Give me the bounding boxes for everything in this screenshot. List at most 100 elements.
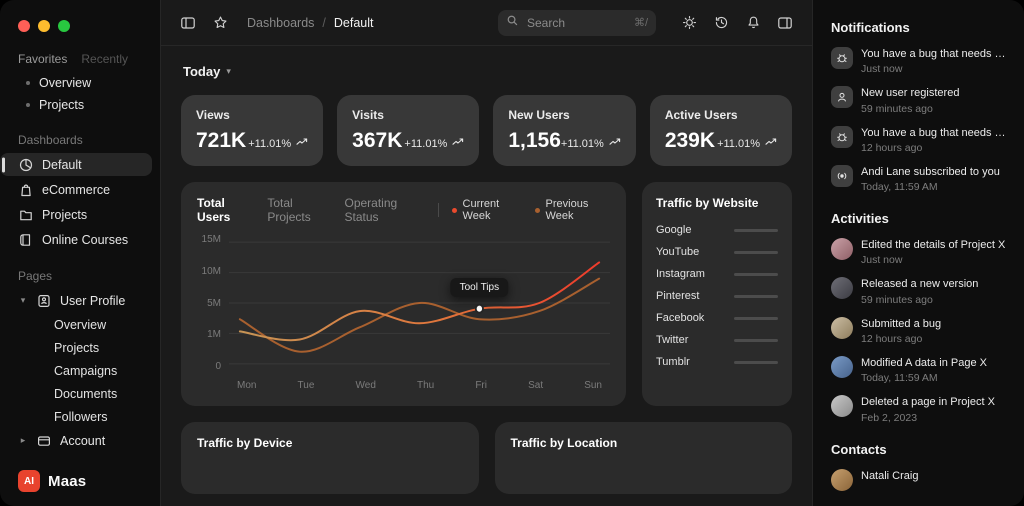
traffic-bar [734, 250, 778, 254]
sidebar-item-default[interactable]: Default [0, 153, 152, 176]
contacts-title: Contacts [831, 441, 887, 457]
sidebar-item-online-courses[interactable]: Online Courses [10, 228, 150, 251]
traffic-bar [734, 316, 778, 320]
card-title: Traffic by Website [656, 196, 759, 210]
bell-icon[interactable] [740, 10, 766, 36]
sidebar-item-projects[interactable]: Projects [10, 94, 150, 116]
sidebar-tabs: Favorites Recently [10, 48, 150, 72]
chart-header: Total Users Total Projects Operating Sta… [197, 196, 610, 224]
stat-value: 367K [352, 129, 403, 152]
notification-time: Just now [861, 63, 903, 76]
notification-item[interactable]: New user registered 59 minutes ago [827, 82, 1010, 118]
stat-card-visits[interactable]: Visits 367K +11.01% [337, 95, 480, 166]
website-row-pinterest[interactable]: Pinterest [656, 285, 778, 307]
activity-item[interactable]: Deleted a page in Project X Feb 2, 2023 [827, 391, 1010, 427]
tab-favorites[interactable]: Favorites [18, 52, 68, 66]
close-button[interactable] [18, 20, 30, 32]
history-button[interactable] [708, 10, 734, 36]
sidebar-subitem-overview[interactable]: Overview [54, 317, 107, 332]
legend-dot-icon [451, 207, 457, 213]
sidebar-subitem-campaigns[interactable]: Campaigns [54, 363, 118, 378]
stat-card-views[interactable]: Views 721K +11.01% [181, 95, 324, 166]
stats-row: Views 721K +11.01% Visits 367K +11.01% N… [181, 95, 792, 166]
logo-badge-icon: AI [18, 470, 40, 492]
main-header: Dashboards / Default ⌘/ [161, 0, 812, 46]
stat-value: 721K [196, 129, 247, 152]
website-row-google[interactable]: Google [656, 219, 778, 241]
sidebar-item-label: Projects [39, 98, 85, 112]
tab-total-projects[interactable]: Total Projects [267, 196, 311, 224]
trend-up-icon [609, 137, 621, 150]
traffic-by-website-card: Traffic by Website Google YouTube Instag… [642, 182, 792, 406]
app-logo[interactable]: AI Maas [10, 462, 150, 498]
breadcrumb-section[interactable]: Dashboards [247, 15, 315, 30]
notification-time: 12 hours ago [861, 141, 923, 154]
sidebar-item-ecommerce[interactable]: eCommerce [10, 178, 150, 201]
activity-item[interactable]: Modified A data in Page X Today, 11:59 A… [827, 352, 1010, 388]
current-week-line [240, 262, 599, 340]
line-chart-canvas[interactable]: Tool Tips [229, 232, 610, 374]
activity-item[interactable]: Edited the details of Project X Just now [827, 234, 1010, 270]
notification-text: New user registered [861, 87, 960, 100]
chevron-down-icon: ▾ [226, 66, 231, 76]
stat-delta: +11.01% [561, 137, 621, 153]
notification-item[interactable]: Andi Lane subscribed to you Today, 11:59… [827, 161, 1010, 197]
website-row-instagram[interactable]: Instagram [656, 263, 778, 285]
right-panel-toggle-button[interactable] [772, 10, 798, 36]
stat-card-new-users[interactable]: New Users 1,156 +11.01% [493, 95, 636, 166]
search-box[interactable]: ⌘/ [498, 9, 656, 36]
sidebar-item-label: Default [42, 157, 82, 172]
theme-toggle-button[interactable] [676, 10, 702, 36]
contact-name: Natali Craig [861, 469, 919, 482]
legend-previous-week: Previous Week [534, 198, 610, 222]
dashboard-body: Today ▾ Views 721K +11.01% Visits 367K +… [161, 46, 812, 506]
activity-time: Feb 2, 2023 [861, 411, 918, 424]
sidebar-item-projects-dashboard[interactable]: Projects [10, 203, 150, 226]
sidebar-subitem-projects[interactable]: Projects [54, 340, 100, 355]
avatar [831, 277, 853, 300]
stat-card-active-users[interactable]: Active Users 239K +11.01% [649, 95, 792, 166]
logo-name: Maas [48, 472, 87, 490]
sidebar-item-user-profile[interactable]: ▾ User Profile [10, 289, 150, 312]
zoom-button[interactable] [58, 20, 70, 32]
stat-label: Views [196, 108, 230, 122]
traffic-bar [734, 272, 778, 276]
website-row-twitter[interactable]: Twitter [656, 329, 778, 351]
avatar [831, 316, 853, 339]
notification-item[interactable]: You have a bug that needs t... 12 hours … [827, 122, 1010, 158]
sidebar-subitem-followers[interactable]: Followers [54, 409, 108, 424]
sidebar-item-account[interactable]: ▸ Account [10, 429, 150, 452]
main-content: Dashboards / Default ⌘/ [160, 0, 813, 506]
contact-item[interactable]: Natali Craig [827, 465, 1010, 495]
bullet-icon [26, 81, 30, 85]
website-row-tumblr[interactable]: Tumblr [656, 351, 778, 373]
tooltip-dot-icon [474, 303, 484, 314]
sidebar-subitem-documents[interactable]: Documents [54, 386, 118, 401]
activity-item[interactable]: Released a new version 59 minutes ago [827, 273, 1010, 309]
activity-text: Modified A data in Page X [861, 357, 987, 370]
activity-text: Released a new version [861, 278, 979, 291]
activity-item[interactable]: Submitted a bug 12 hours ago [827, 313, 1010, 349]
activities-title: Activities [831, 211, 889, 227]
sidebar-toggle-button[interactable] [175, 10, 201, 36]
sidebar-item-label: eCommerce [42, 182, 111, 197]
period-selector[interactable]: Today ▾ [181, 56, 792, 79]
tab-total-users[interactable]: Total Users [197, 196, 231, 224]
card-title: Traffic by Location [510, 436, 618, 450]
website-row-youtube[interactable]: YouTube [656, 241, 778, 263]
breadcrumb-separator: / [322, 15, 326, 30]
previous-week-line [240, 279, 599, 352]
tab-operating-status[interactable]: Operating Status [344, 196, 398, 224]
stat-label: New Users [508, 108, 570, 122]
tab-recently[interactable]: Recently [81, 52, 129, 66]
notification-item[interactable]: You have a bug that needs t... Just now [827, 43, 1010, 79]
minimize-button[interactable] [38, 20, 50, 32]
website-row-facebook[interactable]: Facebook [656, 307, 778, 329]
sidebar-item-overview[interactable]: Overview [10, 72, 150, 94]
sidebar-item-label: Overview [39, 76, 92, 90]
star-icon[interactable] [207, 10, 233, 36]
trend-up-icon [765, 137, 777, 150]
bug-icon [831, 125, 853, 148]
search-input[interactable] [525, 14, 628, 31]
